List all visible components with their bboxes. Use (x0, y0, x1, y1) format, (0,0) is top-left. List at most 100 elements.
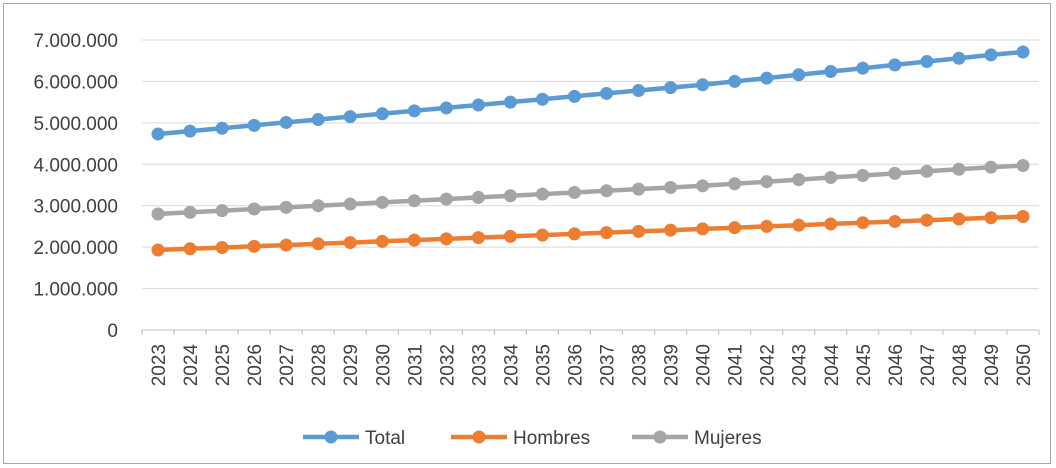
data-point (952, 51, 966, 65)
y-tick-label: 7.000.000 (33, 31, 118, 52)
data-point (856, 216, 870, 230)
legend-swatch-marker (472, 430, 486, 444)
data-point (215, 204, 229, 218)
x-tick-label: 2049 (982, 344, 1003, 386)
x-tick-label: 2035 (533, 344, 554, 386)
x-tick-label: 2040 (694, 344, 715, 386)
series-line (155, 49, 1026, 137)
data-point (728, 221, 742, 235)
data-point (696, 179, 710, 193)
data-point (567, 185, 581, 199)
y-tick-label: 3.000.000 (33, 197, 118, 218)
x-tick-label: 2036 (565, 344, 586, 386)
x-tick-label: 2024 (181, 344, 202, 387)
data-point (600, 184, 614, 198)
data-point (600, 86, 614, 100)
data-point (664, 223, 678, 237)
series-mujeres (151, 159, 1030, 221)
y-tick-label: 6.000.000 (33, 72, 118, 93)
legend: Total Hombres Mujeres (303, 428, 762, 449)
x-tick-label: 2043 (790, 344, 811, 386)
legend-label: Total (365, 428, 405, 449)
data-point (439, 232, 453, 246)
data-point (151, 243, 165, 257)
data-point (439, 192, 453, 206)
data-point (664, 180, 678, 194)
data-point (311, 237, 325, 251)
x-tick-label: 2050 (1014, 344, 1035, 386)
data-point (728, 74, 742, 88)
data-point (984, 48, 998, 62)
data-point (183, 124, 197, 138)
data-point (984, 211, 998, 225)
data-point (856, 168, 870, 182)
x-tick-label: 2048 (950, 344, 971, 386)
data-point (183, 205, 197, 219)
data-point (407, 233, 421, 247)
data-point (407, 194, 421, 208)
data-point (311, 199, 325, 213)
x-tick-label: 2042 (758, 344, 779, 386)
data-point (375, 195, 389, 209)
data-point (696, 78, 710, 92)
data-point (888, 58, 902, 72)
data-point (247, 202, 261, 216)
x-tick-label: 2039 (662, 344, 683, 386)
data-point (664, 81, 678, 95)
data-point (824, 64, 838, 78)
x-tick-label: 2046 (886, 344, 907, 386)
data-point (471, 231, 485, 245)
x-tick-label: 2032 (437, 344, 458, 386)
data-point (343, 110, 357, 124)
x-tick-label: 2026 (245, 344, 266, 386)
series-total (151, 45, 1030, 141)
data-point (535, 228, 549, 242)
data-point (151, 127, 165, 141)
data-point (696, 222, 710, 236)
data-point (343, 236, 357, 250)
data-point (856, 61, 870, 75)
data-point (600, 226, 614, 240)
x-tick-label: 2027 (277, 344, 298, 386)
data-point (279, 115, 293, 129)
data-point (503, 189, 517, 203)
data-point (535, 187, 549, 201)
data-point (471, 190, 485, 204)
legend-swatch-marker (324, 430, 338, 444)
data-point (215, 121, 229, 135)
x-tick-label: 2045 (854, 344, 875, 386)
series-hombres (151, 209, 1030, 257)
data-point (760, 71, 774, 85)
data-point (920, 164, 934, 178)
legend-label: Mujeres (694, 428, 762, 449)
data-point (824, 171, 838, 185)
data-point (247, 239, 261, 253)
x-tick-label: 2034 (501, 344, 522, 387)
data-point (728, 177, 742, 191)
x-tick-label: 2037 (598, 344, 619, 386)
data-point (760, 175, 774, 189)
y-axis-tick-labels: 0 1.000.000 2.000.000 3.000.000 4.000.000 5.0… (33, 31, 118, 342)
x-tick-label: 2047 (918, 344, 939, 386)
data-point (247, 118, 261, 132)
data-point (503, 229, 517, 243)
y-tick-label: 4.000.000 (33, 155, 118, 176)
data-point (215, 241, 229, 255)
data-point (1016, 45, 1030, 59)
legend-item: Total (303, 428, 405, 449)
data-point (792, 218, 806, 232)
data-point (151, 207, 165, 221)
legend-item: Hombres (451, 428, 590, 449)
data-point (567, 227, 581, 241)
data-point (792, 173, 806, 187)
data-point (439, 101, 453, 115)
data-point (952, 162, 966, 176)
x-axis-tick-labels: 2023 2024 2025 2026 2027 2028 2029 2030 2031 2032… (141, 330, 1040, 387)
data-point (632, 182, 646, 196)
x-tick-label: 2028 (309, 344, 330, 386)
data-point (343, 197, 357, 211)
data-point (952, 212, 966, 226)
data-point (888, 166, 902, 180)
legend-swatch-marker (653, 430, 667, 444)
